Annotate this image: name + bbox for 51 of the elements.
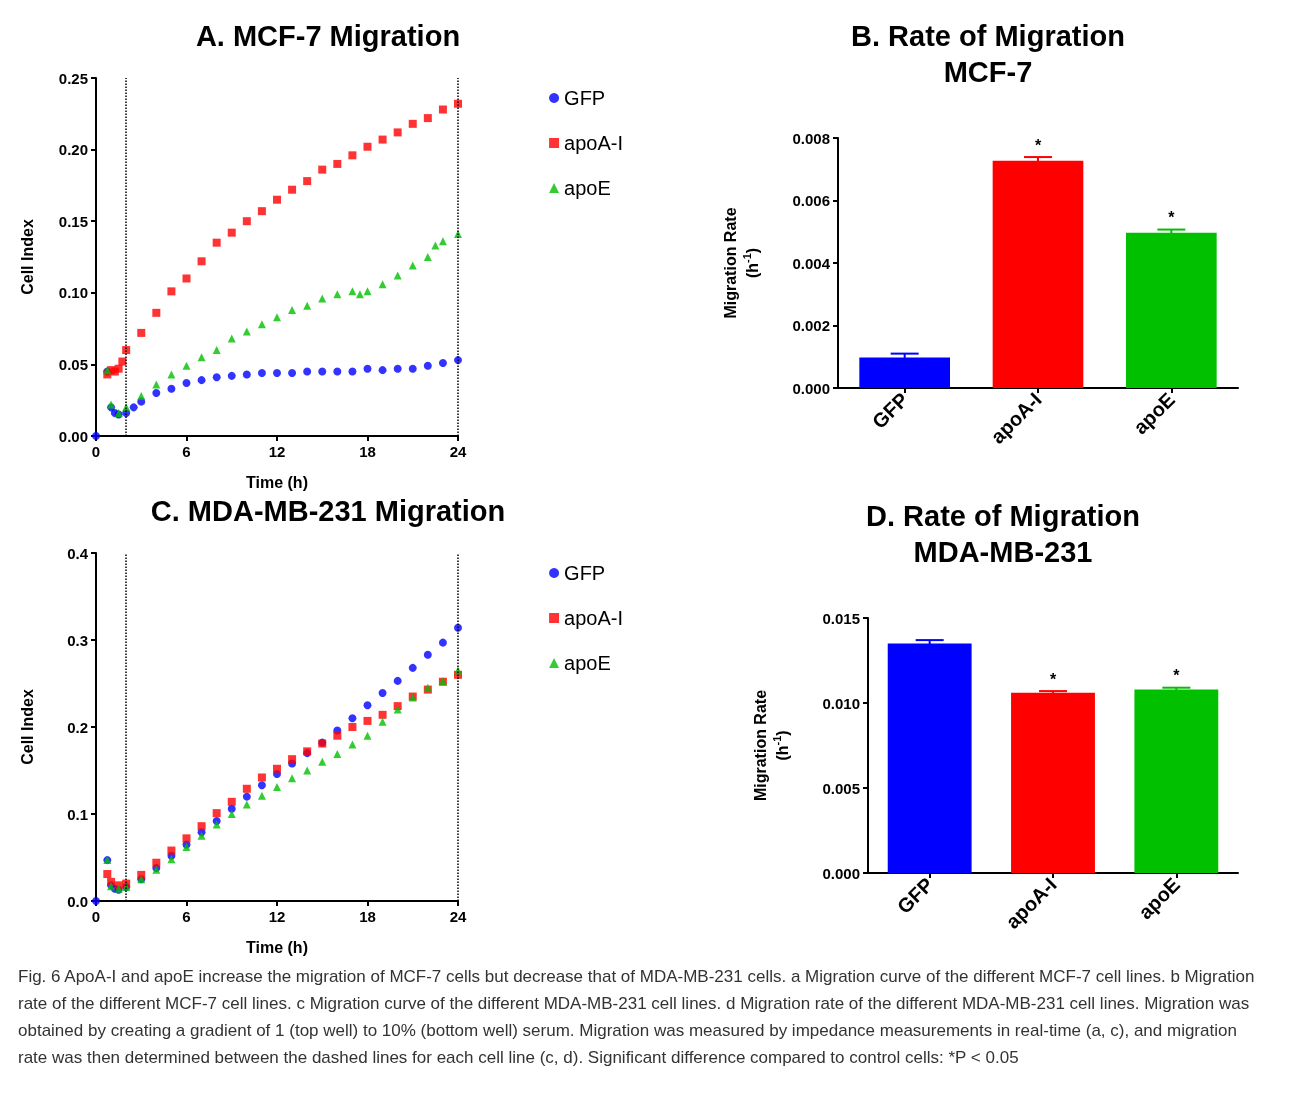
- chart-title: C. MDA-MB-231 Migration: [150, 495, 506, 527]
- y-tick-label: 0.15: [58, 212, 88, 230]
- y-tick-label: 0.20: [58, 141, 88, 159]
- x-tick-label: 24: [449, 908, 467, 925]
- caption: Fig. 6 ApoA-I and apoE increase the migration of MCF-7 cells but decrease that of MDA-MB-231 cells. a Migration curve of the different MCF-7 cell lines. b Migration rate of the different MCF-7 cell lines. c Migration curve of the different MDA-MB-231 cell lines. d Migration rate of the different MDA-MB-231 cell lines. Migration was obtained by creating a gradient of 1 (top well) to 10% (bottom well) serum. Migration was measured by impedance measurements in real-time (a, c), and migration rate was then determined between the dashed lines for each cell line (c, d). Significant difference compared to control cells: *P < 0.05: [18, 966, 1256, 1069]
- x-tick-label: 24: [449, 443, 467, 460]
- x-tick-label: 18: [359, 443, 376, 460]
- x-axis-title: Time (h): [246, 938, 308, 956]
- y-tick-label: 0.05: [58, 355, 88, 373]
- y-tick-label: 0.3: [67, 631, 88, 649]
- x-tick-label: GFP: [867, 388, 913, 433]
- legend-label: apoE: [564, 177, 611, 199]
- x-axis-title: Time (h): [246, 473, 308, 491]
- annotation: *: [1173, 667, 1181, 685]
- legend-label: apoA-I: [564, 132, 624, 154]
- legend-label: apoE: [564, 652, 611, 674]
- legend-label: GFP: [564, 562, 606, 584]
- y-tick-label: 0.002: [792, 317, 830, 334]
- y-tick-label: 0.2: [67, 718, 88, 736]
- x-tick-label: 12: [268, 443, 286, 460]
- y-tick-label: 0.1: [67, 805, 88, 823]
- y-tick-label: 0.000: [822, 864, 860, 882]
- chart-title: D. Rate of Migration MDA-MB-231: [866, 500, 1140, 568]
- legend-label: GFP: [564, 87, 606, 109]
- legend-label: apoA-I: [564, 607, 624, 629]
- y-axis-title: Cell Index: [18, 689, 36, 765]
- y-tick-label: 0.006: [792, 192, 830, 209]
- x-tick-label: 6: [182, 908, 191, 925]
- x-tick-label: 18: [359, 908, 376, 925]
- annotation: *: [1049, 670, 1057, 688]
- chart-title: A. MCF-7 Migration: [195, 20, 461, 52]
- chart-title: B. Rate of Migration MCF-7: [851, 20, 1125, 88]
- x-tick-label: 0: [91, 908, 101, 925]
- x-tick-label: 6: [182, 443, 191, 460]
- y-tick-label: 0.000: [792, 379, 830, 397]
- y-tick-label: 0.00: [58, 427, 88, 445]
- annotation: *: [1168, 209, 1176, 227]
- y-tick-label: 0.4: [67, 544, 89, 562]
- y-tick-label: 0.005: [822, 779, 860, 797]
- y-tick-label: 0.25: [58, 69, 88, 87]
- y-tick-label: 0.015: [822, 609, 860, 627]
- y-tick-label: 0.0: [67, 892, 88, 910]
- y-tick-label: 0.008: [792, 129, 830, 147]
- x-tick-label: GFP: [892, 873, 938, 918]
- y-tick-label: 0.010: [822, 694, 860, 712]
- annotation: *: [1034, 136, 1042, 154]
- y-tick-label: 0.10: [58, 284, 88, 302]
- y-axis-title: Cell Index: [18, 219, 36, 295]
- x-tick-label: 12: [268, 908, 286, 925]
- y-tick-label: 0.004: [792, 254, 831, 272]
- x-tick-label: 0: [91, 443, 101, 460]
